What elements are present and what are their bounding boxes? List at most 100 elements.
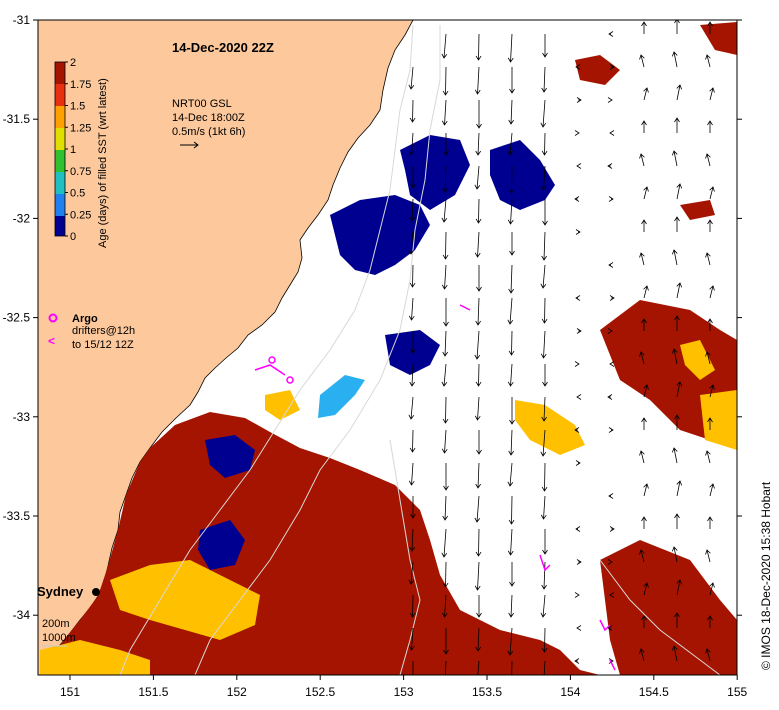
current-vector-arrow bbox=[441, 363, 448, 387]
current-vector-arrow bbox=[674, 117, 680, 133]
current-vector-arrow bbox=[474, 396, 481, 421]
current-vector-arrow bbox=[410, 496, 416, 519]
drifter-track-1 bbox=[539, 554, 551, 572]
current-vector-arrow bbox=[475, 297, 481, 326]
current-vector-arrow bbox=[574, 592, 580, 598]
current-vector-arrow bbox=[574, 658, 580, 664]
current-vector-arrow bbox=[476, 595, 482, 618]
argo-float-2 bbox=[286, 376, 294, 384]
y-tick-label: -31 bbox=[13, 13, 31, 27]
current-vector-arrow bbox=[541, 231, 547, 261]
colorbar-tick-label: 0.5 bbox=[70, 188, 85, 200]
current-vector-arrow bbox=[541, 627, 548, 653]
depth-contour-1000m bbox=[194, 25, 441, 675]
current-vector-arrow bbox=[609, 592, 615, 598]
current-vector-arrow bbox=[476, 430, 482, 455]
current-vector-arrow bbox=[507, 33, 514, 63]
current-vector-arrow bbox=[475, 132, 482, 156]
current-vector-arrow bbox=[607, 559, 613, 565]
current-vector-arrow bbox=[474, 66, 481, 95]
current-vector-arrow bbox=[671, 546, 678, 563]
current-vector-arrow bbox=[707, 417, 713, 430]
y-tick-label: -33 bbox=[13, 410, 31, 424]
current-vector-arrow bbox=[409, 99, 416, 123]
current-vector-arrow bbox=[508, 594, 515, 618]
current-vector-arrow bbox=[608, 493, 614, 499]
current-vector-arrow bbox=[540, 495, 547, 520]
scale-arrow bbox=[180, 141, 199, 149]
colorbar-label: Age (days) of filled SST (wrt latest) bbox=[97, 78, 109, 248]
current-vector-arrow bbox=[542, 364, 548, 387]
current-vector-arrow bbox=[676, 282, 683, 299]
current-vector-arrow bbox=[707, 120, 713, 133]
current-vector-arrow bbox=[408, 132, 415, 156]
current-vector-arrow bbox=[676, 579, 683, 596]
credit-text: © IMOS 18-Dec-2020 15:38 Hobart bbox=[759, 481, 773, 670]
current-vector-arrow bbox=[641, 219, 647, 232]
current-vector-arrow bbox=[408, 297, 415, 321]
current-vector-arrow bbox=[574, 361, 580, 367]
current-vector-arrow bbox=[707, 21, 713, 34]
current-vector-arrow bbox=[476, 265, 482, 292]
current-vector-arrow bbox=[607, 97, 613, 103]
current-vector-arrow bbox=[540, 594, 547, 618]
current-vector-arrow bbox=[576, 163, 582, 169]
half-day-patch bbox=[318, 375, 365, 418]
old-sst-region-se bbox=[600, 540, 737, 675]
current-vector-arrow bbox=[443, 463, 449, 491]
old-sst-region-e2 bbox=[680, 200, 715, 220]
current-vector-arrow bbox=[574, 130, 580, 136]
current-vector-arrow bbox=[671, 348, 678, 365]
city-label: Sydney bbox=[37, 584, 84, 599]
y-tick-label: -31.5 bbox=[3, 112, 31, 126]
current-vector-arrow bbox=[540, 99, 547, 128]
current-vector-arrow bbox=[576, 97, 582, 103]
x-tick-label: 153 bbox=[394, 685, 414, 699]
current-vector-arrow bbox=[609, 64, 615, 70]
current-vector-arrow bbox=[508, 495, 515, 525]
recent-sst-region-1 bbox=[330, 195, 430, 275]
current-vector-arrow bbox=[674, 315, 680, 331]
current-vector-arrow bbox=[705, 54, 711, 68]
drifter-legend-icon: < bbox=[48, 334, 55, 348]
current-vector-arrow bbox=[643, 582, 649, 596]
drifter-track-2 bbox=[599, 619, 611, 632]
current-vector-arrow bbox=[643, 483, 649, 497]
current-vector-arrow bbox=[475, 33, 482, 61]
current-vector-arrow bbox=[707, 219, 713, 232]
map-title: 14-Dec-2020 22Z bbox=[172, 40, 274, 55]
current-vector-arrow bbox=[676, 480, 683, 497]
current-vector-arrow bbox=[639, 450, 645, 464]
current-vector-arrow bbox=[408, 396, 415, 420]
current-vector-arrow bbox=[641, 615, 647, 628]
drifter-track-4 bbox=[254, 364, 286, 376]
current-vector-arrow bbox=[540, 165, 547, 191]
current-vector-arrow bbox=[576, 559, 582, 565]
current-vector-arrow bbox=[542, 34, 548, 58]
current-vector-arrow bbox=[509, 67, 515, 94]
current-vector-arrow bbox=[441, 198, 448, 223]
drifter-legend-label: drifters@12h bbox=[72, 325, 135, 337]
current-vector-arrow bbox=[441, 99, 448, 126]
colorbar-seg-1-5 bbox=[55, 106, 65, 128]
current-vector-arrow bbox=[608, 31, 614, 37]
drifter-tracks bbox=[254, 304, 616, 671]
drifter-track-5 bbox=[459, 304, 471, 311]
colorbar-seg-0-75 bbox=[55, 172, 65, 194]
mid-age-patch-2 bbox=[40, 640, 150, 675]
mid-age-patch-1 bbox=[110, 560, 260, 640]
current-vector-arrow bbox=[541, 132, 548, 156]
current-vector-arrow bbox=[508, 330, 515, 356]
x-tick-label: 154 bbox=[560, 685, 580, 699]
current-vector-arrow bbox=[443, 298, 449, 327]
current-vector-arrow bbox=[574, 196, 580, 202]
y-tick-label: -34 bbox=[13, 608, 31, 622]
current-vector-arrow bbox=[705, 153, 711, 167]
current-vector-arrow bbox=[477, 660, 480, 675]
current-vector-arrow bbox=[705, 549, 711, 563]
current-vector-arrow bbox=[576, 394, 582, 400]
current-vector-arrow bbox=[705, 648, 711, 662]
x-tick-label: 152 bbox=[227, 685, 247, 699]
current-vector-arrow bbox=[475, 363, 482, 387]
